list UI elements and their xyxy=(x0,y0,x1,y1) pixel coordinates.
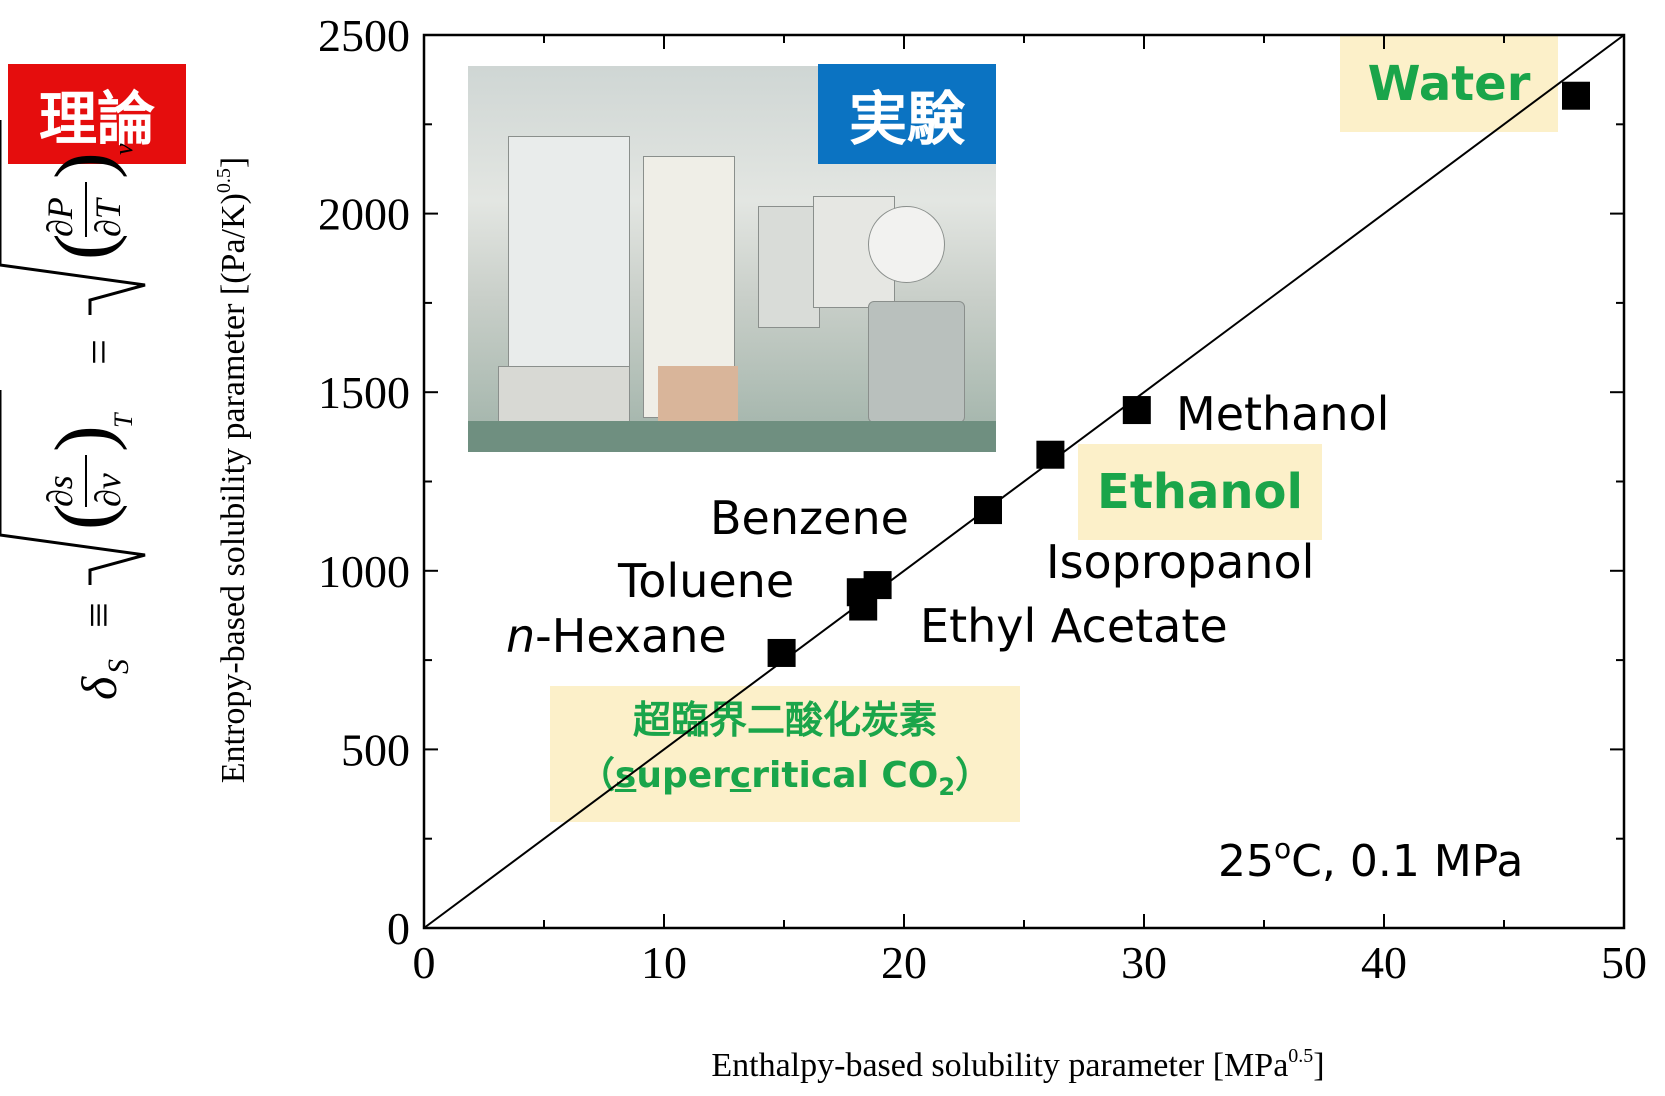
condition-degree: o xyxy=(1274,832,1291,865)
x-tick-label: 0 xyxy=(413,937,436,988)
y-tick-label: 1000 xyxy=(318,546,410,597)
benzene-label: Benzene xyxy=(710,491,909,545)
data-point xyxy=(974,496,1002,525)
co2-english: （supercritical CO2） xyxy=(579,748,991,815)
x-tick-label: 10 xyxy=(641,937,687,988)
formula-dP: ∂P xyxy=(40,197,80,237)
formula-dT: ∂T xyxy=(88,196,128,237)
y-axis-label-end: ] xyxy=(215,157,252,168)
condition-annotation: 25oC, 0.1 MPa xyxy=(1218,832,1523,887)
hexane-label-rest: -Hexane xyxy=(535,609,727,663)
co2-sub: 2 xyxy=(938,773,956,802)
experiment-tag: 実験 xyxy=(818,64,996,164)
formula-sub-T: T xyxy=(109,412,138,428)
reference-line xyxy=(423,34,1625,929)
ethyl-acetate-label: Ethyl Acetate xyxy=(920,599,1228,653)
x-axis-label-main: Enthalpy-based solubility parameter [MPa xyxy=(711,1047,1288,1084)
x-tick-label: 30 xyxy=(1121,937,1167,988)
y-tick-label: 2500 xyxy=(318,10,410,61)
condition-temp: 25 xyxy=(1218,836,1274,887)
y-tick-label: 2000 xyxy=(318,189,410,240)
sqrt-2 xyxy=(0,120,146,315)
formula-delta-sub: S xyxy=(102,659,135,674)
water-label: Water xyxy=(1340,36,1558,132)
paren-2-open: ( xyxy=(40,233,128,260)
y-axis-label-main: Entropy-based solubility parameter [(Pa/… xyxy=(215,193,252,783)
theory-tag: 理論 xyxy=(8,64,186,164)
x-axis-label: Enthalpy-based solubility parameter [MPa… xyxy=(711,1045,1324,1084)
methanol-label: Methanol xyxy=(1176,387,1389,441)
paren-2-close: ) xyxy=(40,152,128,179)
data-point xyxy=(1122,396,1151,425)
ethanol-label: Ethanol xyxy=(1078,444,1322,540)
paren-1-close: ) xyxy=(40,425,128,452)
paren-1-open: ( xyxy=(40,503,128,530)
formula-equiv: ≡ xyxy=(73,602,124,628)
co2-s: s xyxy=(614,755,637,797)
hexane-label: n-Hexane xyxy=(506,609,727,663)
y-tick-label: 500 xyxy=(341,724,410,775)
isopropanol-label: Isopropanol xyxy=(1046,535,1314,589)
formula: δ S ≡ ( ∂s ∂v ) T = ( ∂P ∂T ) v xyxy=(0,120,146,700)
toluene-label: Toluene xyxy=(617,554,794,608)
formula-sub-v: v xyxy=(109,143,138,155)
x-axis-label-sup: 0.5 xyxy=(1288,1045,1313,1067)
y-tick-label: 1500 xyxy=(318,367,410,418)
data-point xyxy=(1562,81,1590,110)
formula-dv: ∂v xyxy=(88,473,128,507)
hexane-label-prefix: n xyxy=(506,609,535,663)
co2-uper: uper xyxy=(636,755,730,797)
formula-delta: δ xyxy=(71,676,127,700)
sqrt-1 xyxy=(0,390,146,585)
co2-label: 超臨界二酸化炭素 （supercritical CO2） xyxy=(550,686,1020,822)
x-tick-label: 40 xyxy=(1361,937,1407,988)
data-point xyxy=(767,638,796,667)
y-tick-label: 0 xyxy=(387,903,410,954)
formula-eq: = xyxy=(73,339,124,365)
x-tick-label: 50 xyxy=(1601,937,1647,988)
y-axis-label-sup: 0.5 xyxy=(213,168,235,193)
y-axis-label: Entropy-based solubility parameter [(Pa/… xyxy=(213,157,252,783)
co2-c: c xyxy=(729,755,752,797)
co2-close-paren: ） xyxy=(955,755,992,797)
data-point xyxy=(863,571,892,600)
formula-ds: ∂s xyxy=(40,475,80,507)
data-point xyxy=(1036,440,1065,469)
condition-rest: C, 0.1 MPa xyxy=(1291,836,1523,887)
co2-ritical: ritical CO xyxy=(751,755,939,797)
x-tick-label: 20 xyxy=(881,937,927,988)
x-axis-label-end: ] xyxy=(1313,1047,1324,1084)
